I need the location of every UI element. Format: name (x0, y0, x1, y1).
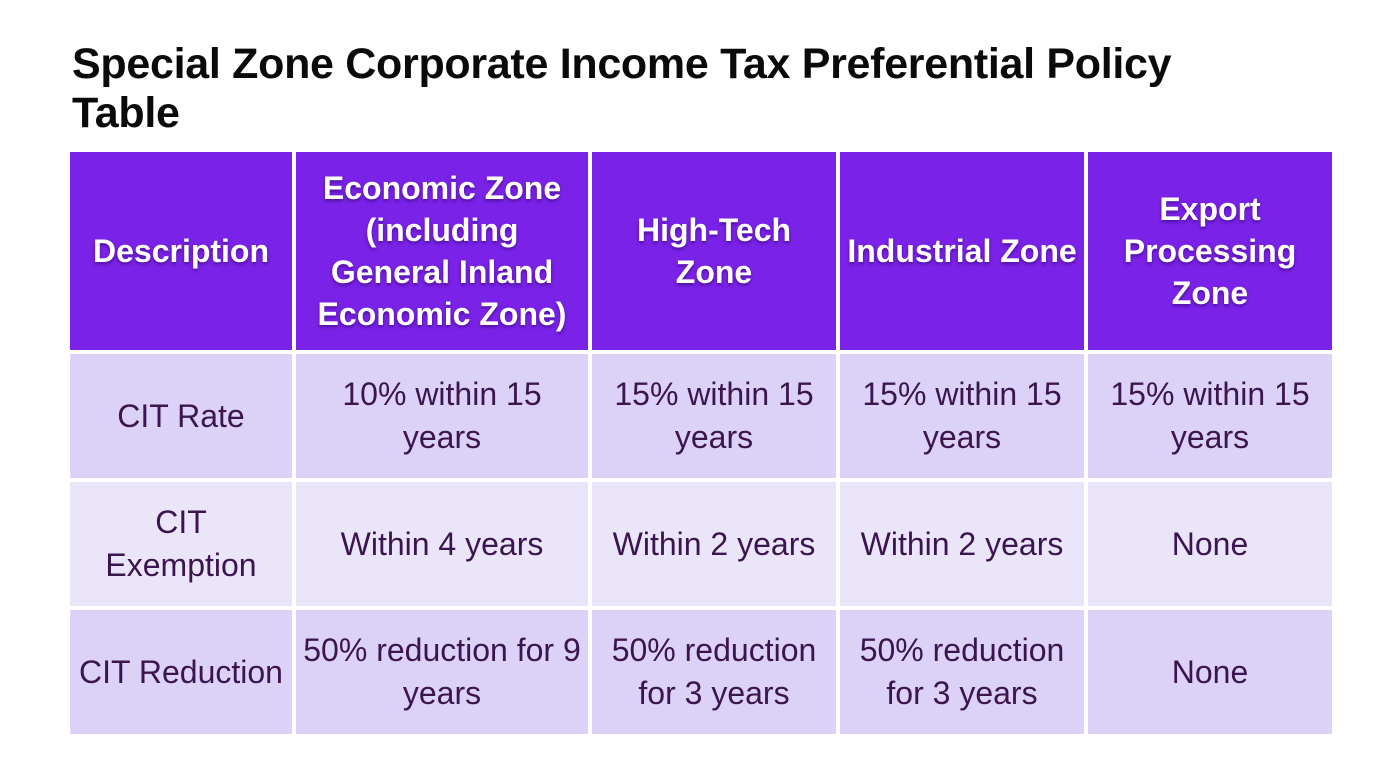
row-label: CIT Rate (70, 354, 292, 478)
table-cell: None (1088, 482, 1332, 606)
header-economic-zone: Economic Zone (including General Inland … (296, 152, 588, 350)
table-cell: 50% reduction for 3 years (840, 610, 1084, 734)
page-title: Special Zone Corporate Income Tax Prefer… (72, 40, 1172, 137)
table-cell: 15% within 15 years (1088, 354, 1332, 478)
table-cell: 10% within 15 years (296, 354, 588, 478)
table-cell: Within 4 years (296, 482, 588, 606)
table-cell: 15% within 15 years (592, 354, 836, 478)
table-row-cit-rate: CIT Rate 10% within 15 years 15% within … (70, 354, 1332, 478)
table-cell: 50% reduction for 9 years (296, 610, 588, 734)
row-label: CIT Reduction (70, 610, 292, 734)
header-industrial-zone: Industrial Zone (840, 152, 1084, 350)
table-row-cit-reduction: CIT Reduction 50% reduction for 9 years … (70, 610, 1332, 734)
header-description: Description (70, 152, 292, 350)
header-export-processing-zone: Export Processing Zone (1088, 152, 1332, 350)
table-row-cit-exemption: CIT Exemption Within 4 years Within 2 ye… (70, 482, 1332, 606)
table-cell: 50% reduction for 3 years (592, 610, 836, 734)
tax-policy-table: Description Economic Zone (including Gen… (66, 148, 1336, 738)
row-label: CIT Exemption (70, 482, 292, 606)
table-cell: Within 2 years (592, 482, 836, 606)
table-cell: None (1088, 610, 1332, 734)
table-header-row: Description Economic Zone (including Gen… (70, 152, 1332, 350)
header-high-tech-zone: High-Tech Zone (592, 152, 836, 350)
table-cell: Within 2 years (840, 482, 1084, 606)
table-cell: 15% within 15 years (840, 354, 1084, 478)
